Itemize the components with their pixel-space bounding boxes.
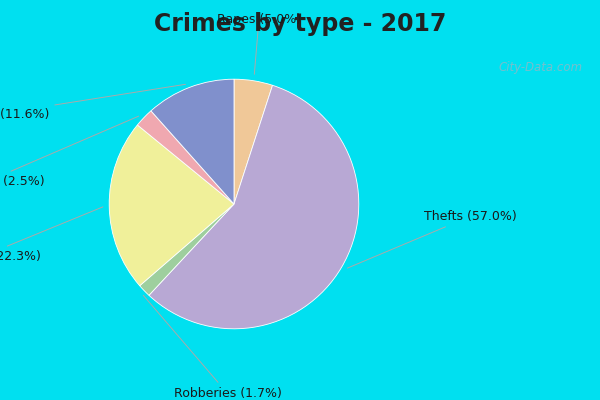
- Wedge shape: [109, 125, 234, 286]
- Text: Robberies (1.7%): Robberies (1.7%): [143, 295, 281, 400]
- Text: Rapes (5.0%): Rapes (5.0%): [217, 13, 301, 74]
- Wedge shape: [140, 204, 234, 295]
- Wedge shape: [137, 111, 234, 204]
- Wedge shape: [151, 79, 234, 204]
- Text: Thefts (57.0%): Thefts (57.0%): [347, 210, 517, 268]
- Text: Auto thefts (2.5%): Auto thefts (2.5%): [0, 116, 139, 188]
- Wedge shape: [149, 85, 359, 329]
- Text: Burglaries (22.3%): Burglaries (22.3%): [0, 207, 103, 263]
- Wedge shape: [234, 79, 272, 204]
- Text: City-Data.com: City-Data.com: [498, 61, 582, 74]
- Text: Assaults (11.6%): Assaults (11.6%): [0, 84, 185, 121]
- Text: Crimes by type - 2017: Crimes by type - 2017: [154, 12, 446, 36]
